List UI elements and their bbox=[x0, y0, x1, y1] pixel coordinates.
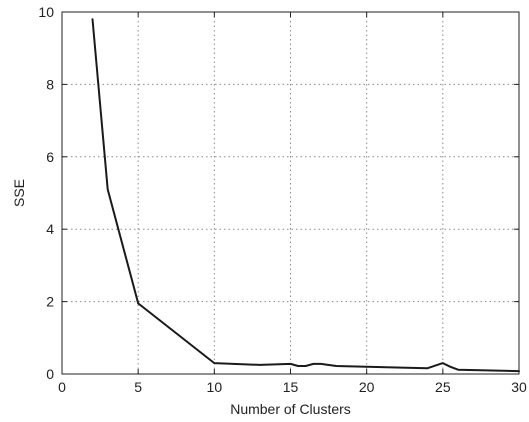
x-tick-label: 15 bbox=[283, 379, 299, 395]
y-tick-label: 8 bbox=[46, 76, 54, 92]
y-tick-label: 0 bbox=[46, 366, 54, 382]
series-layer bbox=[91, 18, 520, 373]
y-axis-label: SSE bbox=[11, 179, 27, 207]
sse-series-line bbox=[91, 18, 520, 373]
x-tick-label: 30 bbox=[511, 379, 527, 395]
x-tick-label: 0 bbox=[58, 379, 66, 395]
y-tick-label: 6 bbox=[46, 149, 54, 165]
y-axis-tick-labels: 0 2 4 6 8 10 bbox=[38, 4, 54, 382]
x-tick-label: 20 bbox=[359, 379, 375, 395]
grid-lines bbox=[62, 12, 519, 374]
tick-marks bbox=[61, 11, 520, 375]
x-tick-label: 25 bbox=[435, 379, 451, 395]
x-tick-label: 5 bbox=[134, 379, 142, 395]
x-axis-label: Number of Clusters bbox=[230, 401, 351, 417]
y-tick-label: 4 bbox=[46, 221, 54, 237]
x-tick-label: 10 bbox=[207, 379, 223, 395]
x-axis-tick-labels: 0 5 10 15 20 25 30 bbox=[58, 379, 527, 395]
y-tick-label: 10 bbox=[38, 4, 54, 20]
y-tick-label: 2 bbox=[46, 294, 54, 310]
